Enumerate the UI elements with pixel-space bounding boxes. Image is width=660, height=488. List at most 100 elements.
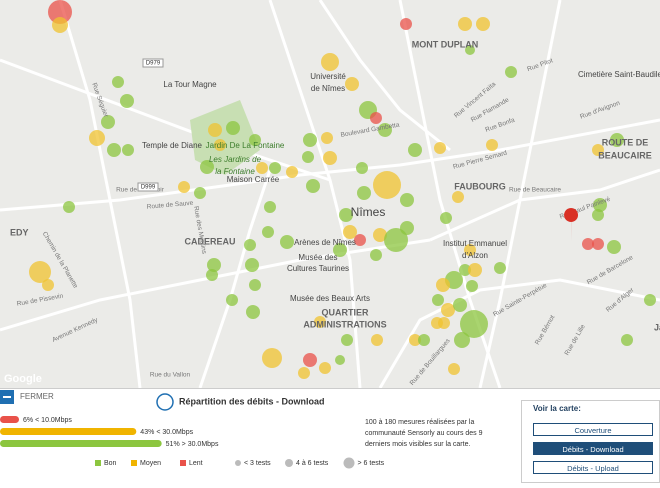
measurement-dot bbox=[592, 209, 604, 221]
measurement-dot bbox=[378, 123, 392, 137]
measurement-dot bbox=[432, 294, 444, 306]
measurement-dot bbox=[454, 332, 470, 348]
road-shield bbox=[137, 182, 159, 192]
measurement-dot bbox=[286, 166, 298, 178]
measurement-dot bbox=[246, 305, 260, 319]
place-label: Nîmes bbox=[351, 205, 386, 219]
street-label: Rue de Beaucaire bbox=[509, 187, 561, 194]
bar-label: > 30.0Mbps bbox=[182, 441, 219, 448]
measurement-dot bbox=[621, 334, 633, 346]
measurement-dot bbox=[341, 334, 353, 346]
speed-icon bbox=[156, 393, 174, 411]
button[interactable]: Couverture bbox=[533, 423, 653, 436]
bar bbox=[0, 440, 162, 447]
measurement-dot bbox=[436, 278, 450, 292]
road-shield-label: D999 bbox=[141, 185, 156, 191]
measurement-dot bbox=[321, 53, 339, 71]
size-swatch bbox=[235, 460, 241, 466]
measurement-dot bbox=[400, 193, 414, 207]
measurement-dot bbox=[29, 261, 51, 283]
measurement-dot bbox=[264, 201, 276, 213]
measurement-dot bbox=[120, 94, 134, 108]
measurement-dot bbox=[357, 186, 371, 200]
landmark-label: Cultures Taurines bbox=[287, 264, 349, 273]
measurement-dot bbox=[48, 0, 72, 24]
close-label[interactable]: FERMER bbox=[20, 392, 54, 401]
measurement-dot bbox=[459, 264, 471, 276]
measurement-dot bbox=[269, 162, 281, 174]
measurement-dot bbox=[112, 76, 124, 88]
button[interactable]: Débits - Download bbox=[533, 442, 653, 455]
location-pin bbox=[564, 208, 579, 242]
measurement-dot bbox=[466, 280, 478, 292]
landmark-label: Maison Carrée bbox=[227, 175, 280, 184]
landmark-label: Temple de Diane bbox=[142, 141, 203, 150]
measurement-dot bbox=[208, 123, 222, 137]
street-label: Rue du Vallon bbox=[150, 372, 191, 379]
measurement-dot bbox=[468, 263, 482, 277]
size-label: < 3 tests bbox=[244, 460, 271, 467]
measurement-dot bbox=[339, 208, 353, 222]
attribution: Google bbox=[4, 373, 42, 385]
measurement-dot bbox=[319, 362, 331, 374]
measurement-dot bbox=[226, 121, 240, 135]
landmark-label: la Fontaine bbox=[215, 167, 255, 176]
measurement-dot bbox=[441, 303, 455, 317]
measurement-dot bbox=[335, 355, 345, 365]
measurement-dot bbox=[452, 191, 464, 203]
measurement-dot bbox=[207, 258, 221, 272]
measurement-dot bbox=[593, 198, 607, 212]
measurement-dot bbox=[122, 144, 134, 156]
measurement-dot bbox=[460, 310, 488, 338]
legend-label: Moyen bbox=[140, 460, 161, 467]
measurement-dot bbox=[101, 115, 115, 129]
measurement-dot bbox=[343, 225, 357, 239]
measurements bbox=[29, 0, 656, 379]
measurement-dot bbox=[438, 317, 450, 329]
measurement-dot bbox=[610, 133, 624, 147]
measurement-dot bbox=[592, 238, 604, 250]
description-line: derniers mois visibles sur la carte. bbox=[365, 441, 470, 448]
measurement-dot bbox=[63, 201, 75, 213]
description-line: 100 à 180 mesures réalisées par la bbox=[365, 419, 474, 426]
place-label: Ja bbox=[654, 322, 660, 332]
button[interactable]: Débits - Upload bbox=[533, 461, 653, 474]
place-label: FAUBOURG bbox=[454, 181, 506, 191]
measurement-dot bbox=[373, 228, 387, 242]
street-label: Route de Sauve bbox=[146, 200, 193, 211]
landmark-label: Université bbox=[310, 72, 346, 81]
legend-label: Bon bbox=[104, 460, 117, 467]
measurement-dot bbox=[178, 181, 190, 193]
measurement-dot bbox=[256, 162, 268, 174]
measurement-dot bbox=[448, 363, 460, 375]
measurement-dot bbox=[303, 133, 317, 147]
landmark-label: Jardin De La Fontaine bbox=[206, 141, 285, 150]
measurement-dot bbox=[200, 160, 214, 174]
measurement-dot bbox=[333, 243, 347, 257]
landmark-label: Arènes de Nîmes bbox=[294, 238, 356, 247]
measurement-dot bbox=[418, 334, 430, 346]
legend-swatch bbox=[131, 460, 137, 466]
measurement-dot bbox=[302, 151, 314, 163]
measurement-dot bbox=[400, 18, 412, 30]
landmark-label: Institut Emmanuel bbox=[443, 239, 507, 248]
bar-label: < 30.0Mbps bbox=[156, 429, 193, 436]
landmark-label: Musée des bbox=[298, 253, 337, 262]
measurement-dot bbox=[214, 139, 226, 151]
landmark-label: Cimetière Saint-Baudile bbox=[578, 70, 660, 79]
roads bbox=[0, 0, 660, 388]
measurement-dot bbox=[354, 234, 366, 246]
view-title: Voir la carte: bbox=[533, 404, 581, 413]
measurement-dot bbox=[486, 139, 498, 151]
place-label: ADMINISTRATIONS bbox=[303, 319, 386, 329]
bar-value-label: 51% bbox=[166, 441, 180, 448]
measurement-dot bbox=[371, 334, 383, 346]
measurement-dot bbox=[89, 130, 105, 146]
measurement-dot bbox=[107, 143, 121, 157]
place-label: QUARTIER bbox=[322, 307, 370, 317]
measurement-dot bbox=[384, 228, 408, 252]
measurement-dot bbox=[607, 240, 621, 254]
measurement-dot bbox=[314, 316, 326, 328]
description-line: communauté Sensorly au cours des 9 bbox=[365, 430, 483, 437]
measurement-dot bbox=[206, 269, 218, 281]
